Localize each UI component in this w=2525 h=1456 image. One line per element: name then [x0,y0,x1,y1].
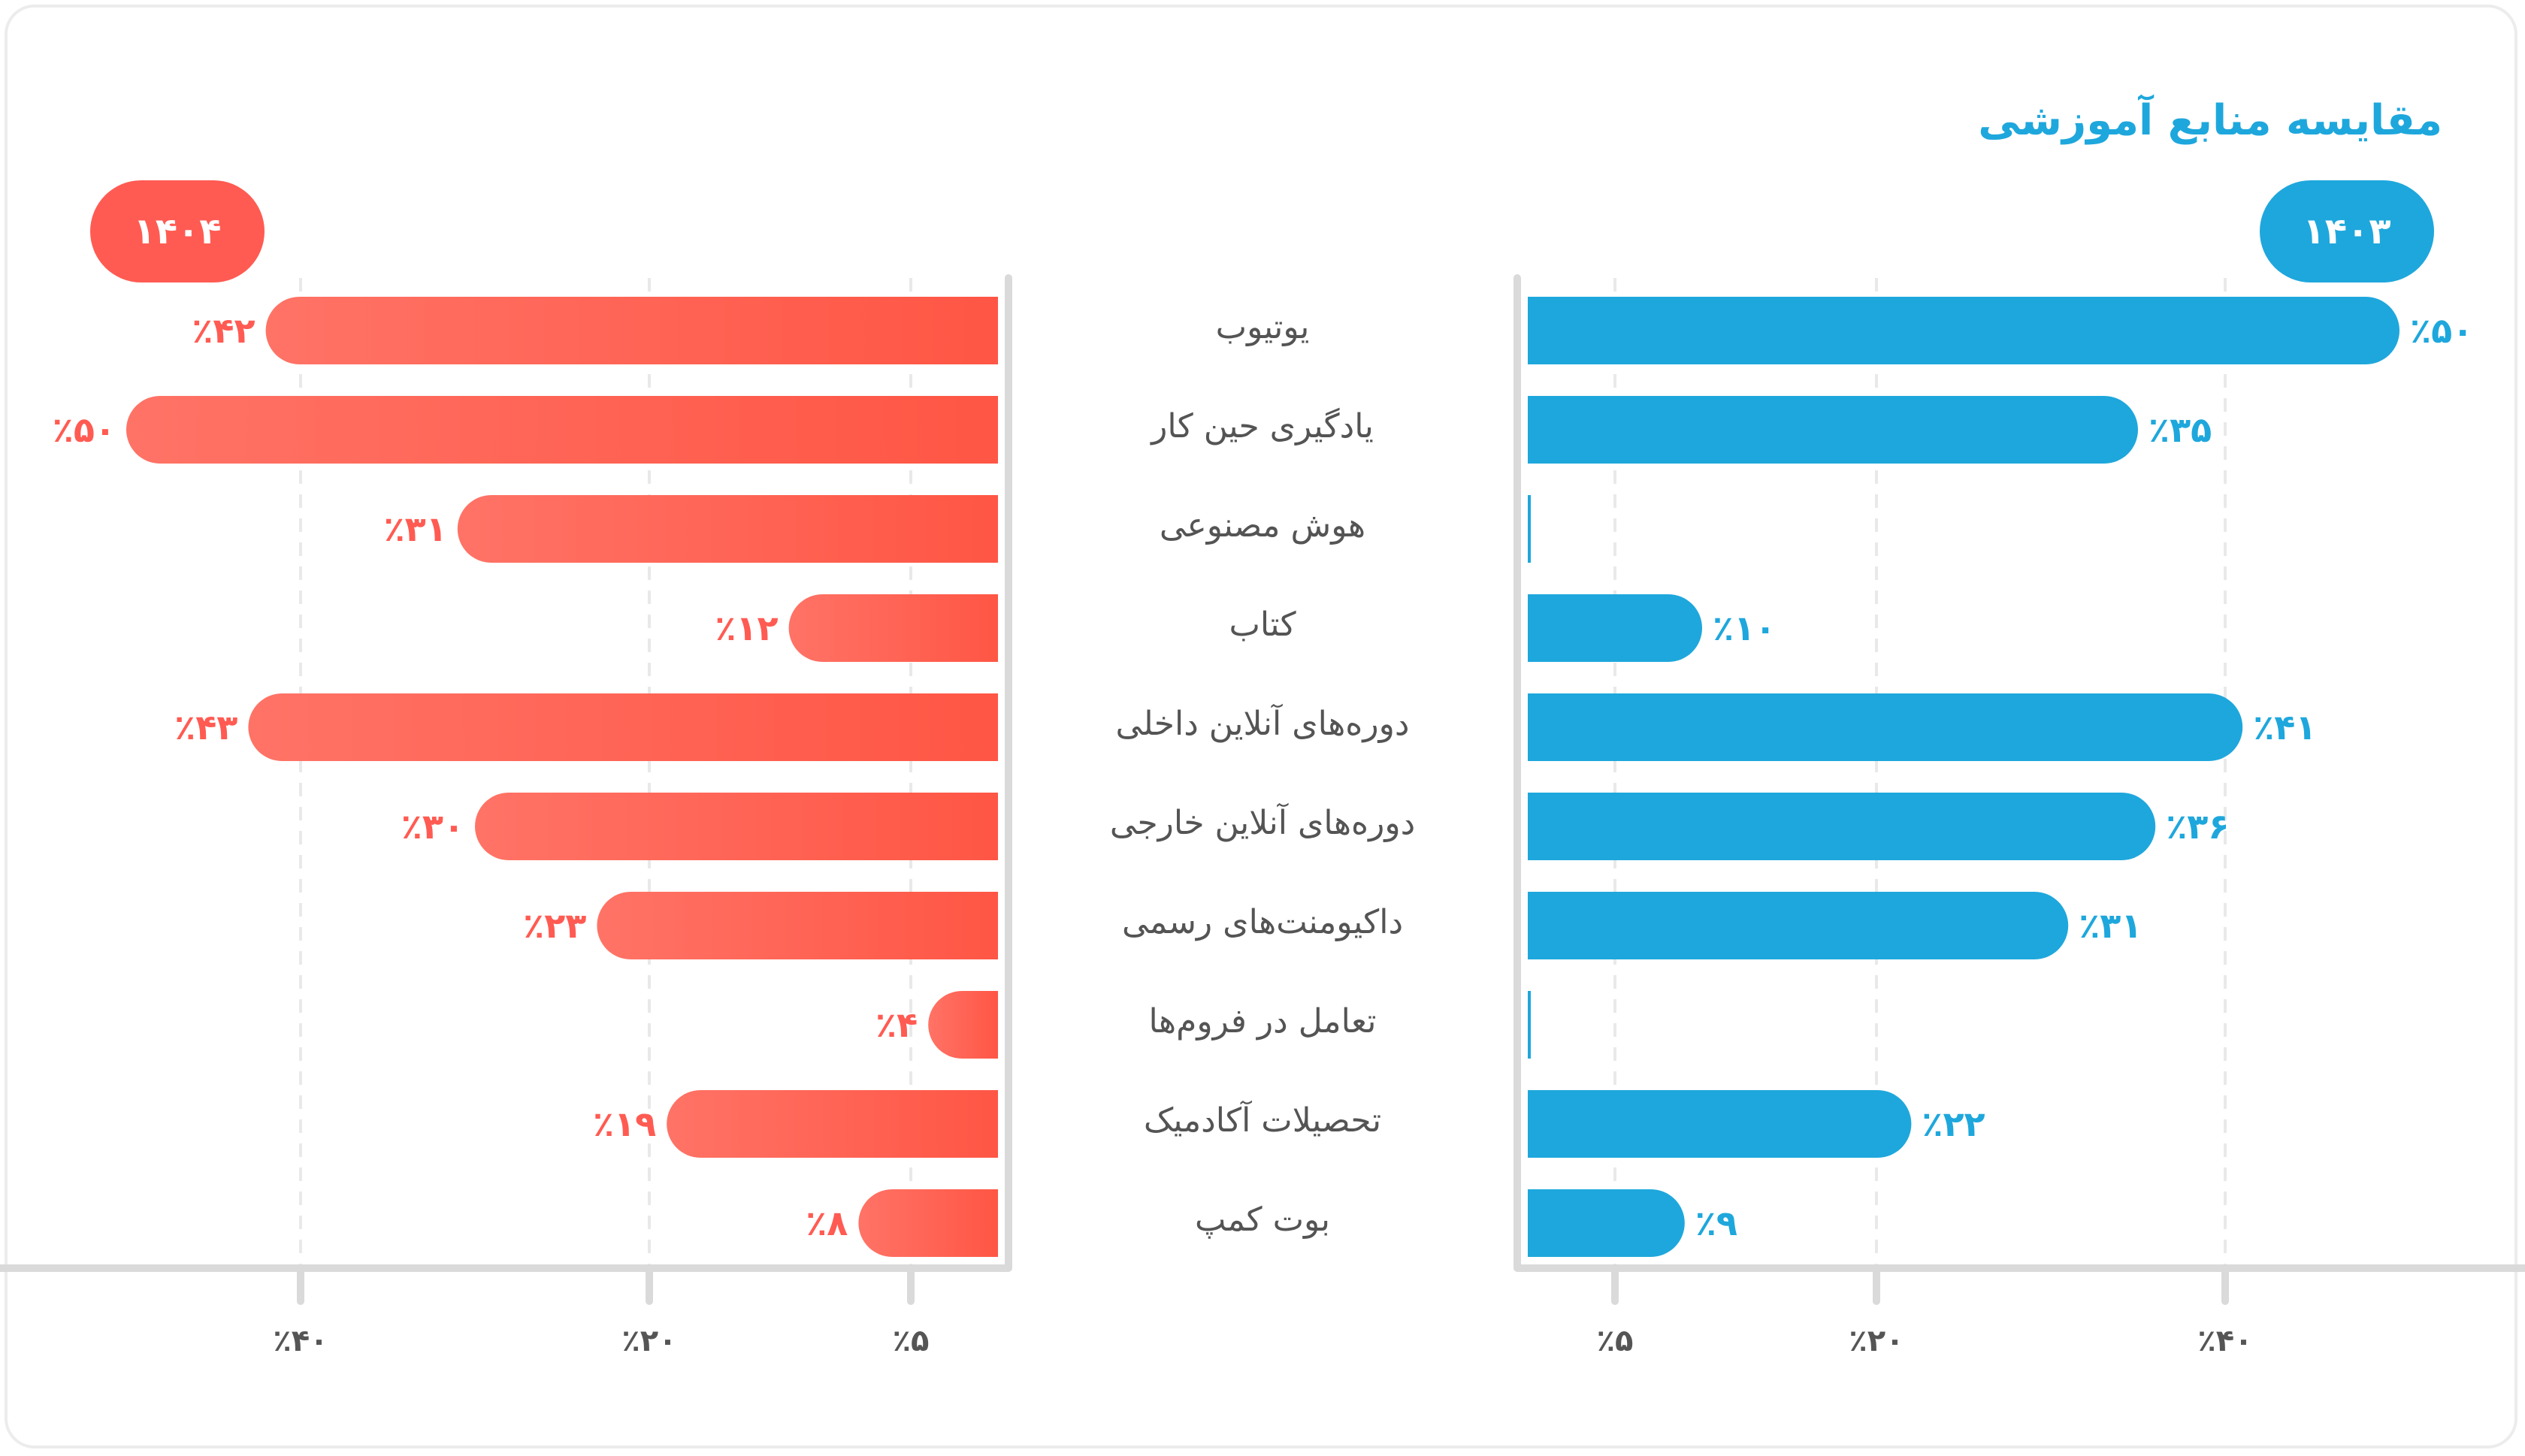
bar-1404 [788,594,998,662]
value-label-1404: ٪۸ [806,1203,848,1243]
bar-1403 [1528,892,2069,959]
bar-1404 [248,693,998,761]
category-label: بوت کمپ [1195,1201,1330,1239]
bar-1403 [1528,1090,1912,1158]
value-label-1403: ٪۳۱ [2079,905,2142,946]
tick-label-left: ٪۵ [893,1324,930,1358]
tick-label-left: ٪۲۰ [621,1324,676,1358]
axis-right [1513,274,2525,1272]
value-label-1404: ٪۱۹ [593,1104,656,1144]
value-label-1404: ٪۳۰ [401,806,464,847]
value-label-1403: ٪۹ [1695,1203,1737,1243]
bar-1404 [928,991,998,1059]
category-label: تحصیلات آکادمیک [1143,1101,1382,1140]
value-label-1404: ٪۱۲ [715,608,778,648]
bar-1404 [126,396,998,464]
value-label-1403: ٪۴۱ [2253,707,2316,748]
bar-1404 [667,1090,998,1158]
tick-label-left: ٪۴۰ [273,1324,328,1358]
category-label: یوتیوب [1215,308,1310,346]
axis-left [0,274,1012,1272]
bar-1404 [457,495,998,563]
value-label-1403: ٪۳۵ [2149,409,2212,450]
value-label-1404: ٪۵۰ [53,409,116,450]
bar-1403 [1528,396,2138,464]
value-label-1404: ٪۴ [875,1004,918,1045]
tick-label-right: ٪۴۰ [2197,1324,2252,1358]
year-pill-1403: ۱۴۰۳ [2260,180,2434,282]
chart-title: مقایسه منابع آموزشی [1978,96,2442,145]
category-label: داکیومنت‌های رسمی [1121,903,1404,941]
value-label-1404: ٪۲۳ [523,905,586,946]
tick-label-right: ٪۲۰ [1849,1324,1904,1358]
category-label: دوره‌های آنلاین خارجی [1109,804,1416,842]
category-label: یادگیری حین کار [1151,407,1374,446]
bar-1403 [1528,693,2243,761]
value-label-1403: ٪۳۶ [2166,806,2229,847]
category-label: دوره‌های آنلاین داخلی [1115,705,1410,743]
bar-1404 [597,892,998,959]
bar-1403 [1528,297,2400,364]
bar-1403 [1528,991,1531,1059]
bar-1403 [1528,495,1531,563]
value-label-1403: ٪۲۲ [1922,1104,1985,1144]
bar-1403 [1528,1189,1685,1257]
category-label: هوش مصنوعی [1159,506,1366,545]
value-label-1404: ٪۴۳ [174,707,237,748]
value-label-1404: ٪۴۲ [192,310,255,351]
bar-1404 [858,1189,998,1257]
category-label: کتاب [1229,606,1296,644]
year-pill-1404: ۱۴۰۴ [90,180,265,282]
value-label-1404: ٪۳۱ [384,509,447,549]
value-label-1403: ٪۱۰ [1713,608,1776,648]
bar-1404 [265,297,998,364]
tick-label-right: ٪۵ [1597,1324,1634,1358]
bar-1404 [475,793,998,860]
value-label-1403: ٪۵۰ [2410,310,2473,351]
category-label: تعامل در فروم‌ها [1148,1002,1377,1041]
bar-1403 [1528,594,1702,662]
bar-1403 [1528,793,2156,860]
